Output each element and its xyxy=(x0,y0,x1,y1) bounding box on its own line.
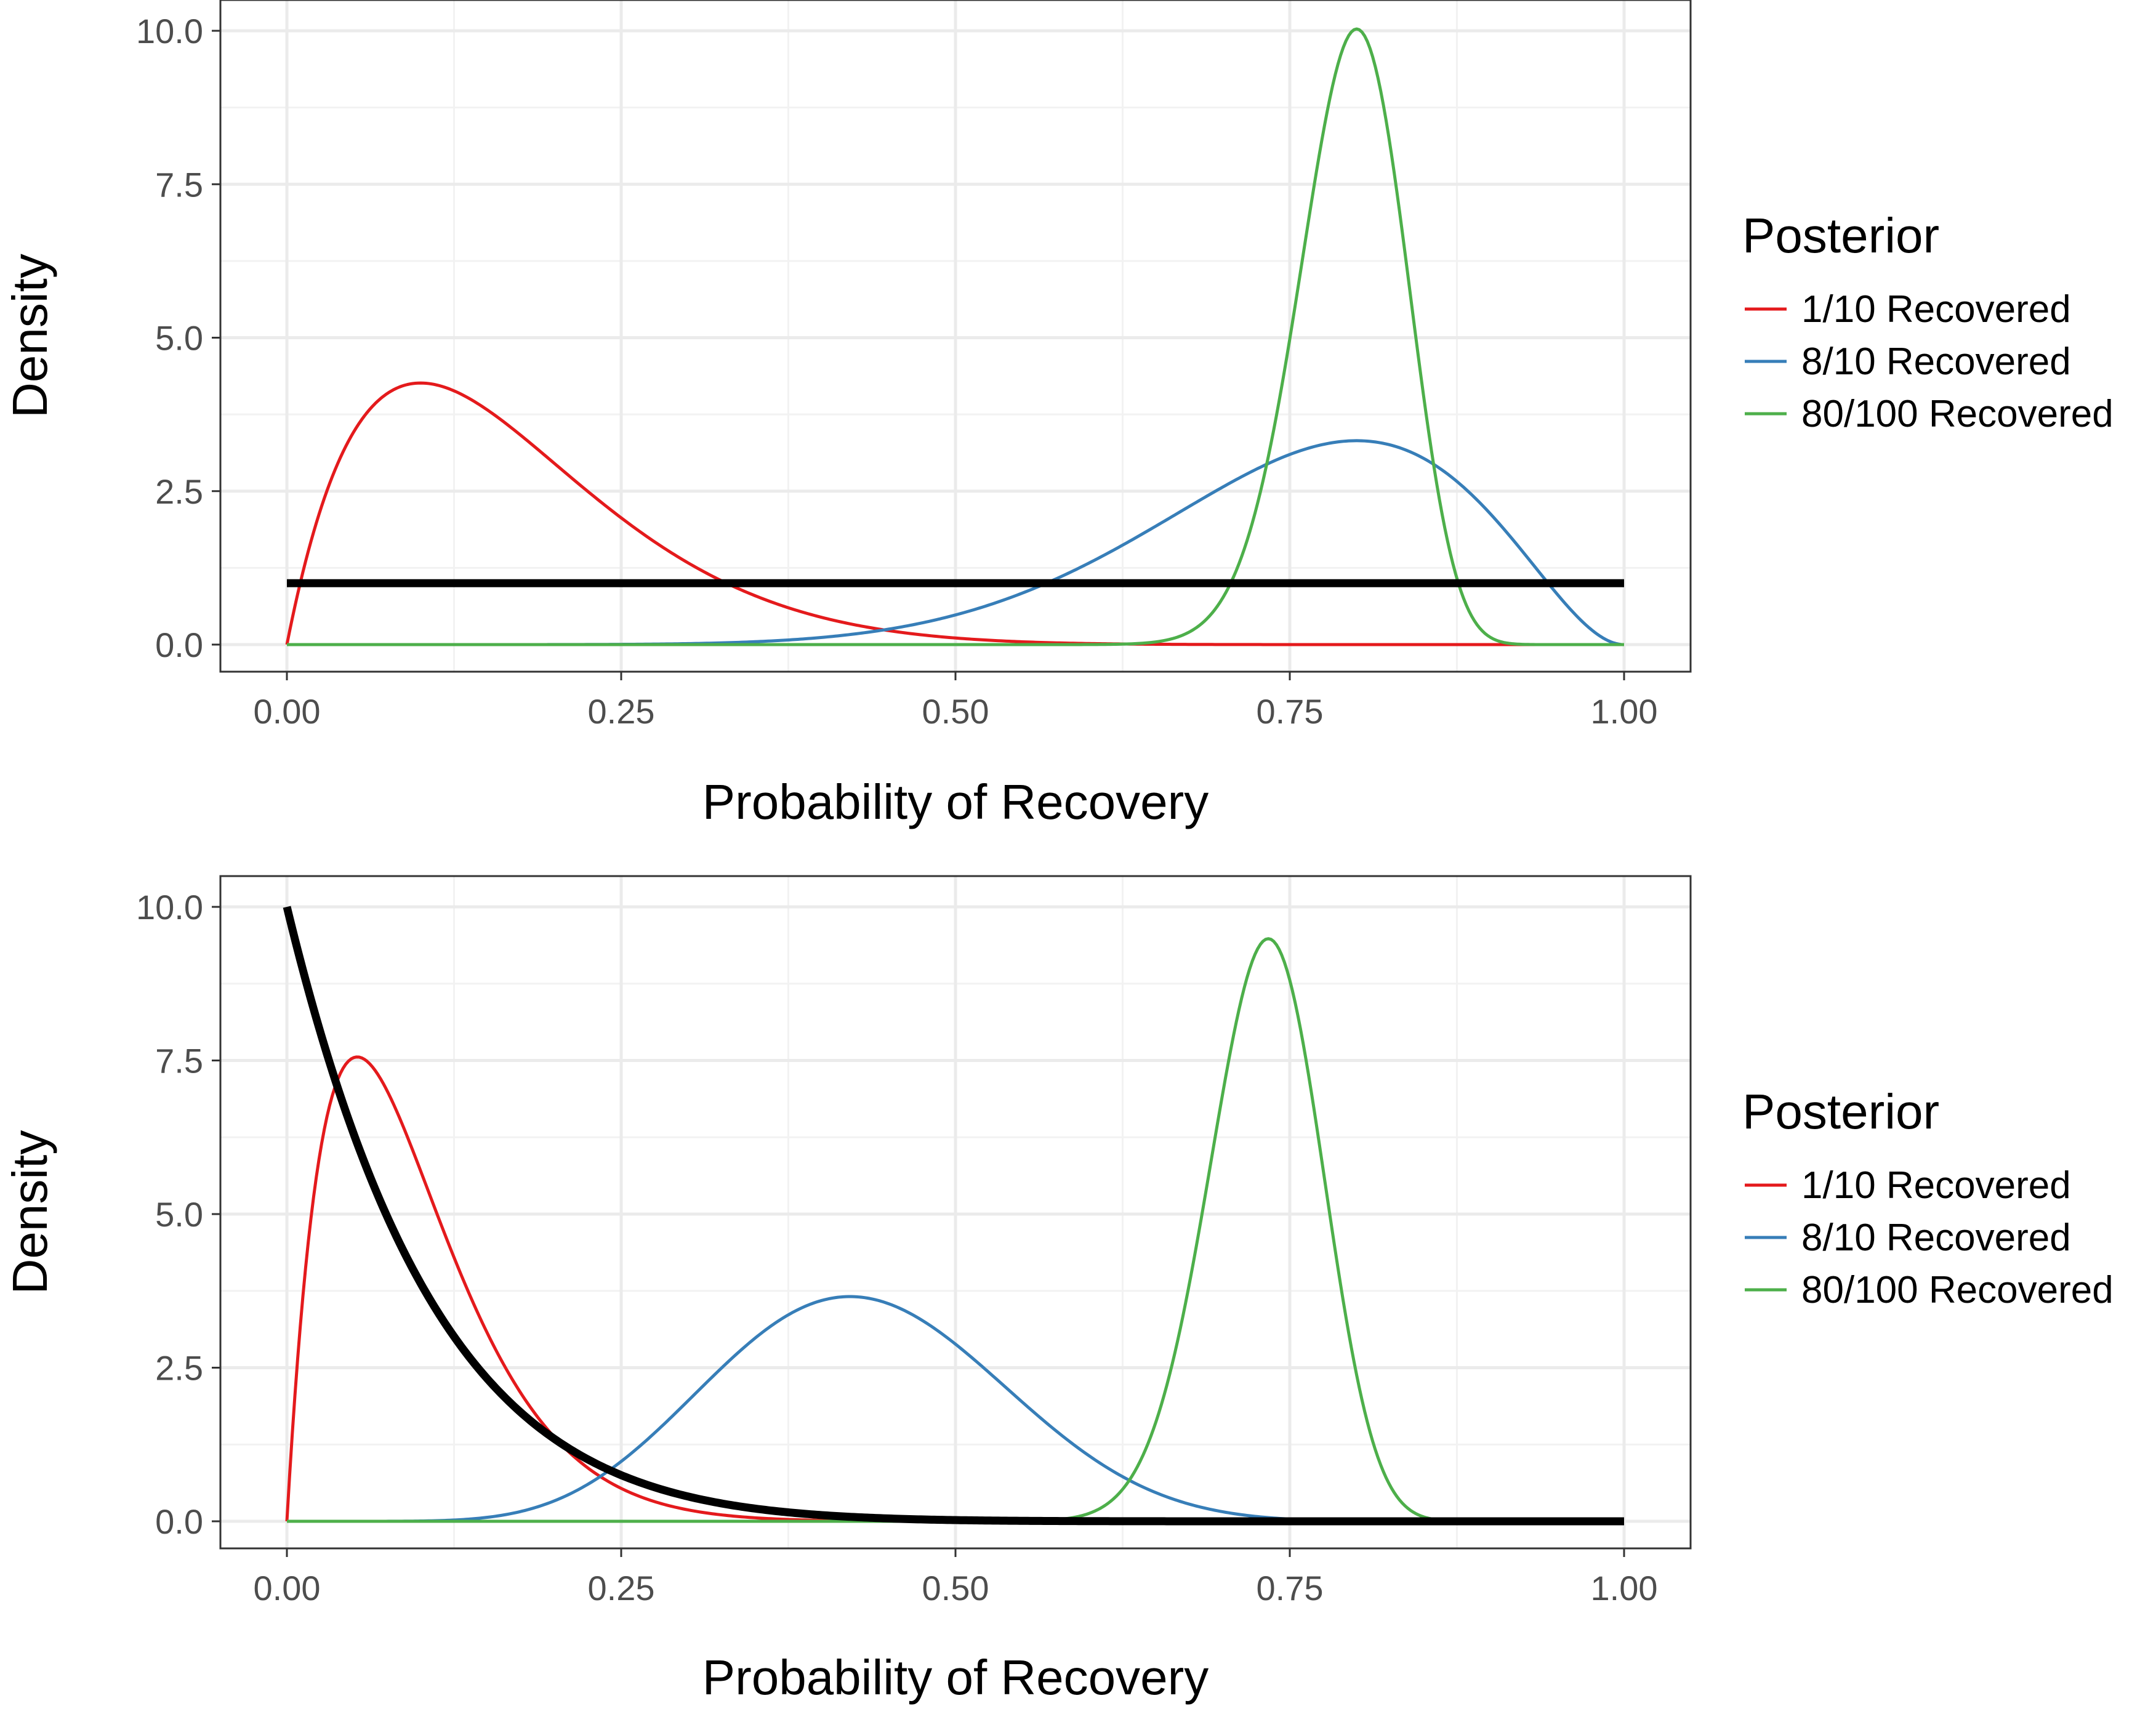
x-tick-label: 0.25 xyxy=(588,692,655,731)
gridlines xyxy=(220,876,1691,1548)
prior-line xyxy=(283,906,1626,1526)
x-tick-label: 0.50 xyxy=(922,692,989,731)
legend-label-1: 1/10 Recovered xyxy=(1801,1164,2071,1207)
x-tick-label: 1.00 xyxy=(1591,1569,1658,1607)
legend: Posterior 1/10 Recovered 8/10 Recovered 80/… xyxy=(1742,1084,2114,1311)
x-tick-label: 0.00 xyxy=(254,692,321,731)
x-axis-title: Probability of Recovery xyxy=(702,1650,1209,1705)
chart-panel-2: 0.00 0.25 0.50 0.75 1.00 0.0 2.5 5.0 7.5 10.0 Prob… xyxy=(2,875,2114,1705)
y-tick-label: 7.5 xyxy=(155,1042,203,1080)
y-axis-title: Density xyxy=(2,1130,57,1295)
x-tick-label: 0.25 xyxy=(588,1569,655,1607)
y-axis-title: Density xyxy=(2,254,57,418)
y-tick-label: 7.5 xyxy=(155,165,203,204)
x-tick-label: 0.75 xyxy=(1257,1569,1324,1607)
y-tick-label: 0.0 xyxy=(155,626,203,664)
x-tick-label: 0.50 xyxy=(922,1569,989,1607)
y-tick-label: 2.5 xyxy=(155,472,203,511)
chart-panel-1: 0.00 0.25 0.50 0.75 1.00 0.0 2.5 5.0 7.5 10.0 Prob… xyxy=(2,0,2114,829)
series-line-1 xyxy=(285,381,1624,646)
legend: Posterior 1/10 Recovered 8/10 Recovered 80/… xyxy=(1742,208,2114,435)
legend-label-1: 1/10 Recovered xyxy=(1801,288,2071,331)
x-tick-label: 1.00 xyxy=(1591,692,1658,731)
y-tick-label: 0.0 xyxy=(155,1502,203,1541)
y-tick-label: 2.5 xyxy=(155,1349,203,1388)
curves xyxy=(285,27,1626,646)
curves xyxy=(283,906,1626,1526)
axes: 0.00 0.25 0.50 0.75 1.00 0.0 2.5 5.0 7.5 10.0 xyxy=(136,888,1658,1607)
x-tick-label: 0.00 xyxy=(254,1569,321,1607)
legend-label-3: 80/100 Recovered xyxy=(1801,393,2114,435)
y-tick-label: 5.0 xyxy=(155,319,203,358)
series-line-3 xyxy=(287,27,1624,646)
x-tick-label: 0.75 xyxy=(1257,692,1324,731)
x-axis-title: Probability of Recovery xyxy=(702,774,1209,829)
legend-label-2: 8/10 Recovered xyxy=(1801,340,2071,383)
legend-title: Posterior xyxy=(1742,208,1939,263)
y-tick-label: 5.0 xyxy=(155,1195,203,1234)
axes: 0.00 0.25 0.50 0.75 1.00 0.0 2.5 5.0 7.5 10.0 xyxy=(136,12,1658,731)
legend-label-2: 8/10 Recovered xyxy=(1801,1217,2071,1259)
legend-label-3: 80/100 Recovered xyxy=(1801,1269,2114,1311)
y-tick-label: 10.0 xyxy=(136,12,203,50)
y-tick-label: 10.0 xyxy=(136,888,203,927)
legend-title: Posterior xyxy=(1742,1084,1939,1139)
